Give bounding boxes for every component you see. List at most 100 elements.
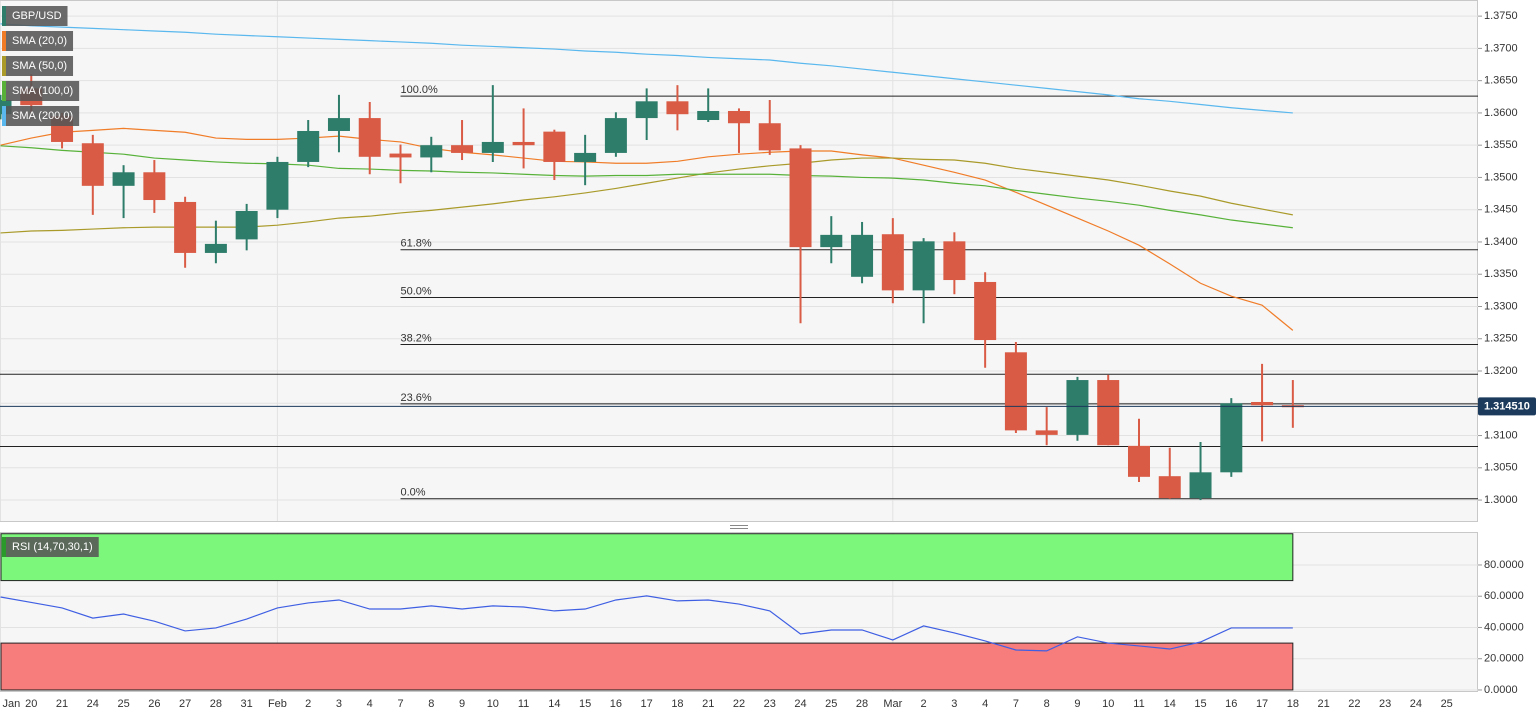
x-tick-label: 8 <box>428 698 434 710</box>
sma-line <box>0 127 1294 331</box>
legend-box <box>2 31 74 51</box>
x-tick-label: 26 <box>148 698 160 710</box>
x-tick-label: 21 <box>702 698 714 710</box>
legend-box <box>2 6 68 26</box>
x-tick-label: 15 <box>1194 698 1206 710</box>
y-tick-label: 1.3350 <box>1484 268 1518 280</box>
x-tick-label: 9 <box>459 698 465 710</box>
candle-body <box>1251 401 1274 406</box>
y-tick-label: 1.3400 <box>1484 236 1518 248</box>
y-tick-label: 0.0000 <box>1484 684 1518 696</box>
x-tick-label: 27 <box>179 698 191 710</box>
rsi-zone <box>0 533 1294 582</box>
x-tick-label: 25 <box>825 698 837 710</box>
legend-box <box>2 81 80 101</box>
y-tick-label: 1.3500 <box>1484 171 1518 183</box>
price-panel <box>0 0 1478 522</box>
candle-body <box>1066 380 1089 435</box>
x-tick-label: 24 <box>794 698 806 710</box>
y-tick-label: 1.3550 <box>1484 139 1518 151</box>
candle-body <box>820 234 843 248</box>
legend-text: SMA (200,0) <box>12 110 73 122</box>
y-tick-label: 1.3600 <box>1484 107 1518 119</box>
x-tick-label: 18 <box>671 698 683 710</box>
legend-item: SMA (50,0) <box>2 56 74 76</box>
x-tick-label: 4 <box>982 698 988 710</box>
x-tick-label: 9 <box>1074 698 1080 710</box>
candle-body <box>1035 430 1058 435</box>
y-tick-label: 1.3050 <box>1484 462 1518 474</box>
last-price-label: 1.314510 <box>1484 400 1530 412</box>
x-tick-label: 11 <box>518 698 529 710</box>
candle-body <box>635 101 658 119</box>
candle-body <box>574 152 597 162</box>
rsi-zone <box>0 642 1294 691</box>
y-tick-label: 1.3650 <box>1484 75 1518 87</box>
x-tick-label: 21 <box>56 698 68 710</box>
candle-body <box>327 118 350 131</box>
candle-body <box>666 101 689 115</box>
x-tick-label: 25 <box>1441 698 1453 710</box>
x-tick-label: 24 <box>87 698 99 710</box>
legend-box <box>2 56 74 76</box>
legend-item: SMA (20,0) <box>2 31 74 51</box>
candle-body <box>789 148 812 248</box>
candle-body <box>174 201 197 253</box>
y-tick-label: 80.0000 <box>1484 559 1524 571</box>
candle-body <box>1220 403 1243 473</box>
candle-body <box>543 131 566 162</box>
x-tick-label: 24 <box>1410 698 1422 710</box>
x-tick-label: 8 <box>1044 698 1050 710</box>
x-tick-label: 2 <box>305 698 311 710</box>
fib-label: 61.8% <box>401 238 432 250</box>
fib-label: 38.2% <box>401 332 432 344</box>
x-tick-label: 7 <box>397 698 403 710</box>
x-tick-label: 11 <box>1133 698 1144 710</box>
legend-item: RSI (14,70,30,1) <box>2 537 99 557</box>
x-tick-label: 15 <box>579 698 591 710</box>
fib-label: 50.0% <box>401 285 432 297</box>
legend-swatch <box>2 537 6 557</box>
y-tick-label: 1.3700 <box>1484 42 1518 54</box>
x-tick-label: 22 <box>733 698 745 710</box>
candle-body <box>727 110 750 124</box>
sma-line <box>0 145 1293 229</box>
candle-body <box>1127 445 1150 477</box>
legend-swatch <box>2 31 6 51</box>
candle-body <box>143 172 166 201</box>
x-tick-label: 23 <box>764 698 776 710</box>
y-tick-label: 1.3100 <box>1484 429 1518 441</box>
x-tick-label: 17 <box>641 698 653 710</box>
candle-body <box>604 118 627 153</box>
legend-text: SMA (100,0) <box>12 85 73 97</box>
y-tick-label: 20.0000 <box>1484 653 1524 665</box>
x-tick-label: 14 <box>548 698 560 710</box>
legend-item: SMA (200,0) <box>2 106 80 126</box>
x-tick-label: 31 <box>241 698 253 710</box>
x-tick-label: 20 <box>25 698 37 710</box>
x-tick-label: 3 <box>336 698 342 710</box>
y-tick-label: 1.3450 <box>1484 204 1518 216</box>
x-tick-label: 21 <box>1317 698 1329 710</box>
x-tick-label: 14 <box>1164 698 1176 710</box>
y-tick-label: 1.3750 <box>1484 10 1518 22</box>
x-tick-label: Mar <box>883 698 902 710</box>
candle-body <box>758 123 781 151</box>
panel-resize-handle[interactable] <box>730 525 748 529</box>
y-tick-label: 1.3300 <box>1484 300 1518 312</box>
fib-label: 0.0% <box>401 487 426 499</box>
candle-body <box>358 118 381 157</box>
candle-body <box>1158 476 1181 499</box>
legend-box <box>2 537 99 557</box>
candle-body <box>851 234 874 277</box>
candle-body <box>204 243 227 253</box>
candle-body <box>912 241 935 291</box>
legend-text: SMA (20,0) <box>12 35 67 47</box>
y-tick-label: 1.3000 <box>1484 494 1518 506</box>
candle-body <box>974 281 997 341</box>
candle-body <box>481 141 504 153</box>
x-tick-label: 25 <box>117 698 129 710</box>
candle-body <box>420 145 443 158</box>
candle-body <box>389 153 412 158</box>
